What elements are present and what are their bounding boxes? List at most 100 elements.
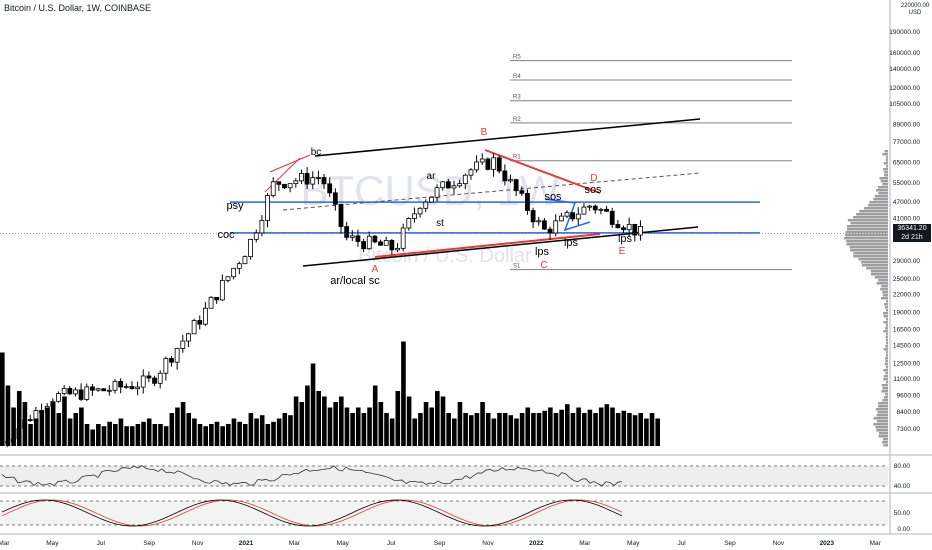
profile-bin <box>886 366 888 369</box>
time-tick-7: May <box>337 540 350 547</box>
volume-bar <box>248 413 254 446</box>
profile-bin <box>883 312 888 315</box>
candle-body <box>186 333 191 342</box>
volume-bar <box>73 413 79 446</box>
volume-bar <box>378 402 384 446</box>
volume-bar <box>423 402 429 446</box>
profile-bin <box>885 327 888 330</box>
volume-bar <box>519 413 525 446</box>
red-trend-b-d <box>484 149 601 194</box>
price-tick-55000.00: 55000.00 <box>893 180 920 187</box>
candle-body <box>39 410 44 414</box>
candle-body <box>236 263 242 269</box>
volume-bar <box>180 402 186 446</box>
time-tick-0: Mar <box>0 540 10 547</box>
profile-bin <box>885 357 888 360</box>
wyckoff-label-7: st <box>436 218 444 229</box>
profile-bin <box>880 180 888 183</box>
red-trend-a-c <box>374 233 601 258</box>
profile-bin <box>886 339 888 342</box>
volume-bar <box>299 402 305 446</box>
candle-body <box>140 375 146 388</box>
candle-body <box>428 196 434 203</box>
volume-bar <box>146 418 152 446</box>
price-tick-120000.00: 120000.00 <box>889 85 920 92</box>
volume-bar <box>316 391 321 446</box>
volume-bar <box>33 418 39 446</box>
volume-bar <box>293 396 299 446</box>
volume-bar <box>288 415 293 446</box>
candle-body <box>95 388 101 391</box>
time-tick-6: Mar <box>289 540 301 547</box>
volume-bar <box>220 426 225 446</box>
candle-body <box>197 320 203 325</box>
volume-bar <box>355 407 361 446</box>
profile-bin <box>881 441 888 444</box>
candle-body <box>135 386 141 390</box>
volume-bar <box>508 415 514 446</box>
volume-bar <box>480 402 485 446</box>
volume-bar <box>0 352 5 446</box>
profile-bin <box>846 228 888 231</box>
osc2-band <box>0 501 888 525</box>
candle-body <box>180 340 186 349</box>
wyckoff-label-2: psy <box>226 200 244 212</box>
candle-body <box>310 177 316 185</box>
stoch-k-line <box>1 499 623 527</box>
candle-body <box>581 206 587 215</box>
profile-bin <box>886 309 888 312</box>
osc2-tick-50.00: 50.00 <box>894 510 911 517</box>
candle-body <box>434 187 440 198</box>
profile-bin <box>884 174 888 177</box>
candle-body <box>547 228 553 234</box>
volume-bar <box>593 413 598 446</box>
profile-bin <box>859 210 888 213</box>
candle-body <box>564 212 570 217</box>
candle-body <box>451 185 457 189</box>
profile-bin <box>874 276 888 279</box>
volume-bar <box>542 410 547 446</box>
profile-bin <box>882 387 888 390</box>
volume-bar <box>576 407 581 446</box>
profile-bin <box>878 435 888 438</box>
candle-body <box>366 235 372 250</box>
profile-bin <box>861 264 888 267</box>
profile-bin <box>884 306 888 309</box>
volume-bar <box>587 409 593 446</box>
candle-body <box>293 180 299 185</box>
volume-bar <box>440 396 446 446</box>
price-scale-top-value: 220000.00 <box>901 3 930 9</box>
candle-body <box>163 358 169 374</box>
volume-bar <box>67 418 73 446</box>
candle-body <box>542 220 547 230</box>
profile-bin <box>883 330 888 333</box>
volume-bar <box>237 421 242 446</box>
last-price-value: 36341.20 <box>897 225 927 232</box>
candle-body <box>231 267 237 278</box>
profile-bin <box>845 234 888 237</box>
volume-bar <box>610 407 615 446</box>
time-tick-8: Jul <box>387 540 396 547</box>
volume-bar <box>197 424 203 446</box>
profile-bin <box>869 201 888 204</box>
volume-bar <box>276 418 282 446</box>
volume-bar <box>11 407 16 446</box>
price-tick-16500.00: 16500.00 <box>893 327 920 334</box>
candle-body <box>440 181 446 189</box>
volume-bar <box>310 363 316 446</box>
volume-bar <box>203 426 208 446</box>
time-tick-17: 2023 <box>820 540 835 547</box>
candle-body <box>174 348 180 363</box>
profile-bin <box>886 333 888 336</box>
price-scale-currency: USD <box>909 10 922 16</box>
price-tick-22000.00: 22000.00 <box>893 292 920 299</box>
symbol-header: Bitcoin / U.S. Dollar, 1W, COINBASE <box>4 3 152 13</box>
candle-body <box>485 158 491 170</box>
price-tick-65000.00: 65000.00 <box>893 160 920 167</box>
pivot-label-r2: R2 <box>513 117 521 123</box>
volume-bar <box>259 415 265 446</box>
volume-bar <box>242 424 248 446</box>
volume-bar <box>226 424 231 446</box>
